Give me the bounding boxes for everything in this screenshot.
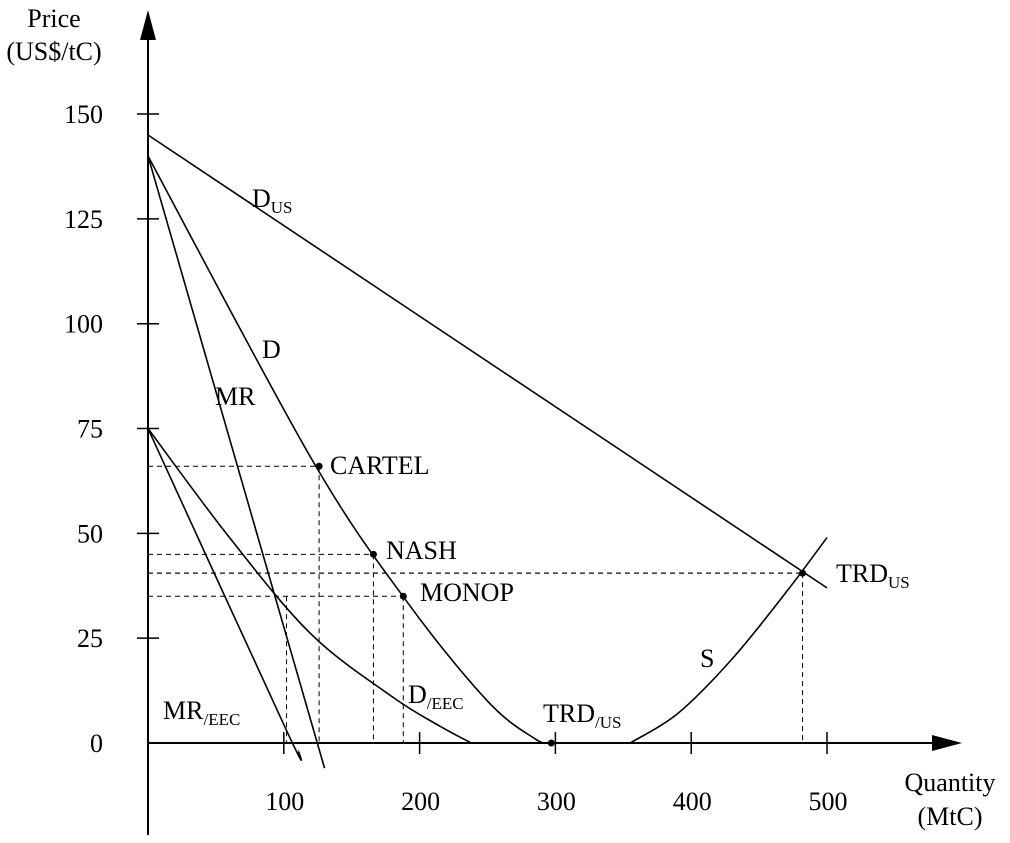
points (315, 462, 807, 747)
y-tick-label-100: 100 (64, 310, 103, 339)
x-axis-unit: (MtC) (918, 802, 983, 831)
y-tick-label-150: 150 (64, 100, 103, 129)
point-NASH (369, 550, 377, 558)
series-D/EEC (147, 428, 472, 744)
y-axis-label: Price (27, 4, 80, 33)
label-D: D (262, 335, 281, 364)
label-MR: MR (215, 382, 256, 411)
x-tick-label-300: 300 (537, 787, 576, 816)
y-axis-arrow (140, 10, 156, 40)
y-tick-label-0: 0 (90, 729, 103, 758)
curve-labels: DUS D MR D/EEC MR/EEC S CARTEL NASH MONO… (163, 184, 910, 732)
label-NASH: NASH (386, 536, 457, 565)
x-axis-arrow (932, 735, 962, 751)
x-tick-label-200: 200 (401, 787, 440, 816)
x-axis-label: Quantity (905, 768, 996, 797)
series-MR/EEC (147, 428, 303, 761)
label-CARTEL: CARTEL (330, 451, 430, 480)
point-MONOP (399, 592, 407, 600)
series-D_US (147, 134, 828, 589)
label-S: S (700, 644, 714, 673)
y-tick-label-75: 75 (77, 415, 103, 444)
label-TRD_US: TRDUS (836, 559, 910, 592)
y-tick-label-25: 25 (77, 624, 103, 653)
label-TRD/US: TRD/US (543, 699, 621, 732)
y-tick-label-125: 125 (64, 205, 103, 234)
y-axis-unit: (US$/tC) (6, 37, 101, 66)
x-tick-label-500: 500 (809, 787, 848, 816)
label-D/EEC: D/EEC (408, 680, 464, 713)
curves (147, 134, 828, 769)
point-TRD/US (547, 739, 555, 747)
y-tick-label-50: 50 (77, 519, 103, 548)
series-D (147, 155, 551, 745)
x-tick-label-100: 100 (265, 787, 304, 816)
point-CARTEL (315, 462, 323, 470)
point-TRD_US (799, 569, 807, 577)
label-MONOP: MONOP (420, 578, 514, 607)
label-MR/EEC: MR/EEC (163, 696, 240, 729)
series-MR (147, 155, 326, 769)
x-tick-label-400: 400 (673, 787, 712, 816)
ticks: 100 200 300 400 500 0 25 50 75 100 125 150 (64, 100, 848, 816)
label-D_US: DUS (252, 184, 293, 217)
